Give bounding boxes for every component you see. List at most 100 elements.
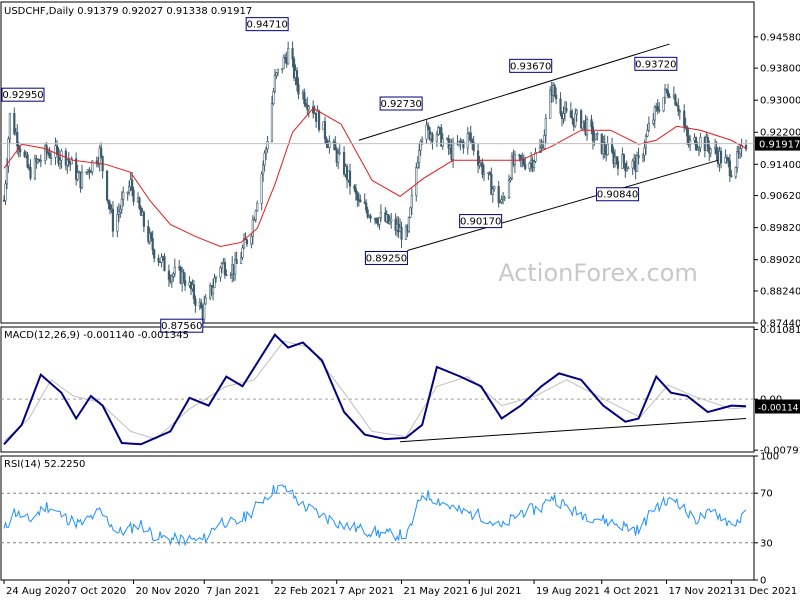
candle-body [353, 185, 356, 190]
candle-body [418, 150, 421, 163]
macd-signal-line [3, 340, 747, 442]
candle-body [706, 136, 709, 147]
candle-body [13, 113, 16, 135]
candle-body [284, 57, 287, 59]
candle-body [85, 171, 88, 174]
candle-body [67, 159, 70, 163]
candle-body [307, 106, 310, 110]
candle-body [66, 159, 69, 166]
x-tick-label: 24 Aug 2020 [6, 586, 70, 597]
candle-body [163, 256, 166, 272]
candle-body [75, 158, 78, 180]
price-panel-frame [0, 1, 755, 324]
candle-body [519, 154, 522, 160]
price-label-box [160, 318, 204, 333]
candle-body [253, 219, 256, 222]
candle-body [699, 137, 702, 149]
candle-body [250, 236, 253, 245]
candle-body [260, 173, 263, 204]
candle-body [553, 85, 556, 96]
candle-body [264, 148, 268, 154]
candle-body [580, 110, 583, 129]
price-y-tick-label: 0.92200 [760, 128, 800, 139]
candle-body [348, 170, 352, 187]
candle-body [220, 263, 224, 269]
candle-body [532, 161, 536, 168]
candle-body [656, 106, 659, 111]
candle-body [665, 88, 668, 92]
candle-body [730, 175, 733, 177]
candle-body [317, 110, 321, 131]
candle-body [471, 139, 474, 143]
candle-body [728, 160, 731, 176]
candle-body [616, 160, 620, 169]
candle-body [8, 113, 11, 140]
candle-body [295, 70, 299, 85]
candle-body [89, 171, 92, 174]
candle-body [328, 141, 331, 148]
rsi-y-tick-label: 100 [760, 452, 779, 463]
candle-body [254, 210, 257, 221]
candle-body [57, 149, 60, 164]
candle-body [138, 197, 141, 209]
candle-body [625, 168, 628, 171]
rsi-y-tick-label: 70 [760, 489, 773, 500]
candle-body [466, 133, 469, 149]
candle-body [235, 259, 238, 264]
candle-body [435, 134, 438, 142]
candle-body [534, 152, 537, 162]
candle-body [229, 274, 232, 277]
candle-body [91, 160, 94, 173]
candle-body [48, 153, 51, 158]
rsi-y-tick-label: 30 [760, 538, 773, 549]
candle-body [170, 275, 173, 282]
candle-body [416, 162, 419, 168]
candle-body [128, 186, 131, 193]
candle-body [153, 249, 156, 259]
candle-body [715, 147, 718, 155]
price-label: 0.94710 [246, 20, 287, 31]
candle-body [440, 127, 443, 147]
candle-body [157, 257, 160, 263]
last-price-tag [755, 136, 800, 151]
candle-body [105, 170, 109, 201]
rsi-y-tick-label: 0 [760, 576, 766, 587]
candle-body [387, 214, 390, 224]
candle-body [151, 238, 154, 251]
x-tick-label: 31 Dec 2021 [733, 586, 797, 597]
candle-body [54, 145, 57, 158]
moving-average-line [3, 107, 747, 247]
candle-body [610, 144, 614, 153]
candle-body [303, 92, 306, 104]
candle-body [356, 193, 359, 200]
candle-body [107, 199, 110, 205]
candle-body [7, 138, 10, 167]
candle-body [697, 147, 701, 150]
price-label-box [596, 187, 640, 202]
candle-body [513, 154, 516, 165]
candle-body [437, 127, 440, 136]
candle-body [200, 302, 203, 309]
candle-body [276, 68, 279, 74]
channel-lower-line [407, 159, 719, 251]
macd-line [3, 333, 747, 446]
candle-body [528, 163, 531, 170]
candle-body [378, 217, 381, 225]
candle-body [677, 105, 680, 112]
price-label-box [379, 96, 423, 111]
price-y-tick-label: 0.94580 [760, 32, 800, 43]
candle-body [497, 186, 500, 204]
candle-body [245, 239, 249, 245]
candle-body [549, 89, 552, 119]
candle-body [223, 262, 226, 276]
candle-body [451, 142, 455, 160]
candle-body [194, 298, 197, 306]
candle-body [225, 274, 228, 277]
x-tick-label: 17 Nov 2021 [669, 586, 733, 597]
candle-body [646, 130, 649, 137]
candle-body [88, 169, 91, 173]
candle-body [150, 232, 153, 239]
candle-body [388, 220, 391, 224]
candle-body [58, 159, 62, 164]
